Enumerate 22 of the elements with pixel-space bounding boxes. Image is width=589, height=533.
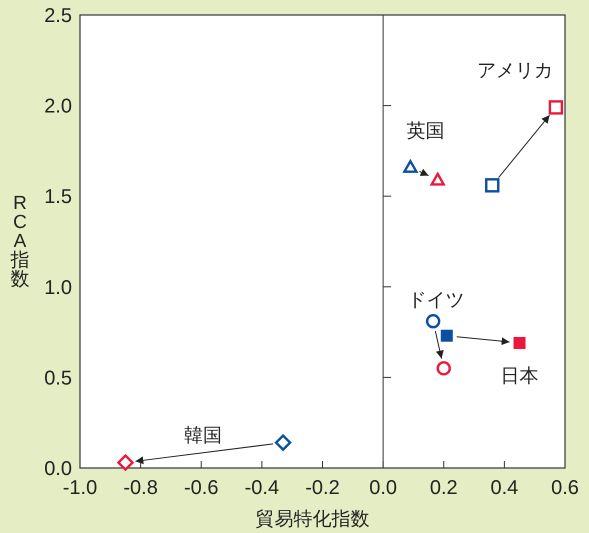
- x-tick-label: -0.2: [305, 477, 340, 499]
- y-axis-title: RCA指数: [10, 193, 30, 290]
- x-axis-title: 貿易特化指数: [256, 509, 370, 530]
- x-tick-label: 0.6: [551, 477, 579, 499]
- x-tick-label: -1.0: [62, 477, 98, 499]
- series-label: ドイツ: [408, 290, 465, 312]
- series-label: 英国: [406, 121, 444, 142]
- x-tick-label: 0.4: [490, 477, 518, 499]
- x-tick-label: -0.6: [184, 477, 218, 499]
- y-tick-label: 0.5: [44, 367, 72, 390]
- y-tick-label: 2.0: [44, 96, 72, 118]
- series-label: 日本: [500, 366, 539, 387]
- y-tick-label: 0.0: [44, 458, 72, 480]
- y-tick-label: 2.5: [44, 5, 72, 27]
- x-tick-label: 0.0: [369, 477, 398, 499]
- y-tick-label: 1.5: [44, 186, 72, 208]
- text: 韓国: [184, 426, 222, 447]
- x-tick-label: -0.4: [244, 477, 280, 499]
- x-tick-label: -0.8: [123, 477, 158, 499]
- x-tick-label: 0.2: [430, 477, 458, 499]
- y-tick-label: 1.0: [44, 276, 72, 299]
- series-label: アメリカ: [476, 60, 553, 82]
